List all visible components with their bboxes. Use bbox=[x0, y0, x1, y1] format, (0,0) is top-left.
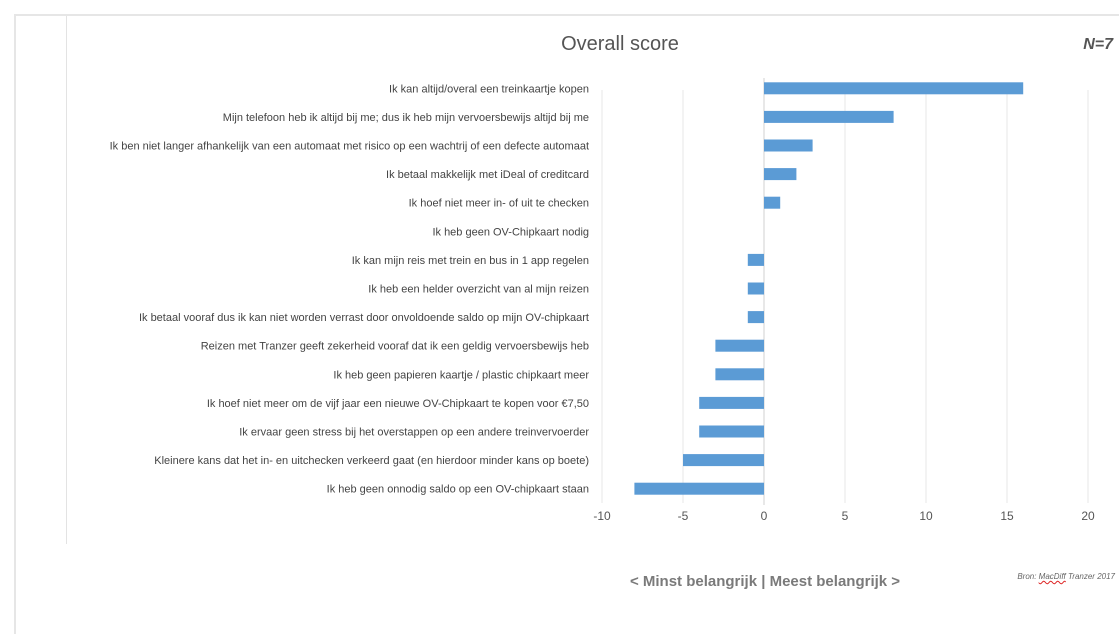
category-label: Ik heb geen papieren kaartje / plastic c… bbox=[333, 369, 589, 381]
category-label: Ik hoef niet meer in- of uit te checken bbox=[409, 198, 589, 210]
x-tick-labels: -10 -5 0 5 10 15 20 bbox=[593, 509, 1095, 523]
x-tick-label: 20 bbox=[1081, 509, 1095, 523]
source-note: Bron: MacDiff Tranzer 2017 bbox=[1017, 572, 1115, 581]
x-tick-label: 15 bbox=[1000, 509, 1014, 523]
bar bbox=[715, 368, 764, 381]
category-label: Ik ben niet langer afhankelijk van een a… bbox=[110, 141, 589, 153]
bar bbox=[764, 196, 781, 209]
gridlines bbox=[601, 78, 1089, 505]
category-labels: Ik kan altijd/overal een treinkaartje ko… bbox=[110, 83, 590, 495]
bar bbox=[764, 168, 797, 181]
divider-line bbox=[66, 16, 67, 544]
bar bbox=[764, 110, 894, 123]
category-label: Kleinere kans dat het in- en uitchecken … bbox=[154, 455, 589, 467]
bar bbox=[764, 139, 813, 152]
x-tick-label: -5 bbox=[678, 509, 689, 523]
category-label: Ik heb een helder overzicht van al mijn … bbox=[368, 284, 589, 296]
category-label: Ik betaal vooraf dus ik kan niet worden … bbox=[139, 312, 589, 324]
bar bbox=[683, 454, 764, 467]
bar bbox=[764, 82, 1024, 95]
bar bbox=[747, 253, 764, 266]
x-axis-caption: < Minst belangrijk | Meest belangrijk > bbox=[629, 573, 901, 590]
x-tick-label: 5 bbox=[842, 509, 849, 523]
category-label: Ik hoef niet meer om de vijf jaar een ni… bbox=[207, 398, 589, 410]
x-tick-label: 0 bbox=[761, 509, 768, 523]
source-prefix: Bron: bbox=[1017, 572, 1039, 581]
bars bbox=[634, 82, 1024, 495]
category-label: Ik heb geen OV-Chipkaart nodig bbox=[432, 226, 589, 238]
category-label: Ik kan altijd/overal een treinkaartje ko… bbox=[389, 83, 589, 95]
category-label: Mijn telefoon heb ik altijd bij me; dus … bbox=[223, 112, 589, 124]
sample-size-label: N=7 bbox=[1083, 36, 1113, 53]
category-label: Ik kan mijn reis met trein en bus in 1 a… bbox=[352, 255, 589, 267]
bar bbox=[747, 282, 764, 295]
bar bbox=[747, 311, 764, 324]
bar bbox=[699, 425, 764, 438]
bar bbox=[634, 482, 764, 495]
bar bbox=[699, 396, 764, 409]
chart-title: Overall score bbox=[561, 33, 679, 55]
bar bbox=[715, 339, 764, 352]
category-label: Ik heb geen onnodig saldo op een OV-chip… bbox=[327, 484, 589, 496]
category-label: Reizen met Tranzer geeft zekerheid voora… bbox=[201, 341, 589, 353]
category-label: Ik betaal makkelijk met iDeal of creditc… bbox=[386, 169, 589, 181]
source-name: MacDiff bbox=[1038, 572, 1066, 581]
source-suffix: Tranzer 2017 bbox=[1065, 572, 1115, 581]
x-tick-label: -10 bbox=[593, 509, 611, 523]
category-label: Ik ervaar geen stress bij het overstappe… bbox=[239, 427, 589, 439]
x-tick-label: 10 bbox=[919, 509, 933, 523]
chart-frame bbox=[14, 14, 1119, 634]
